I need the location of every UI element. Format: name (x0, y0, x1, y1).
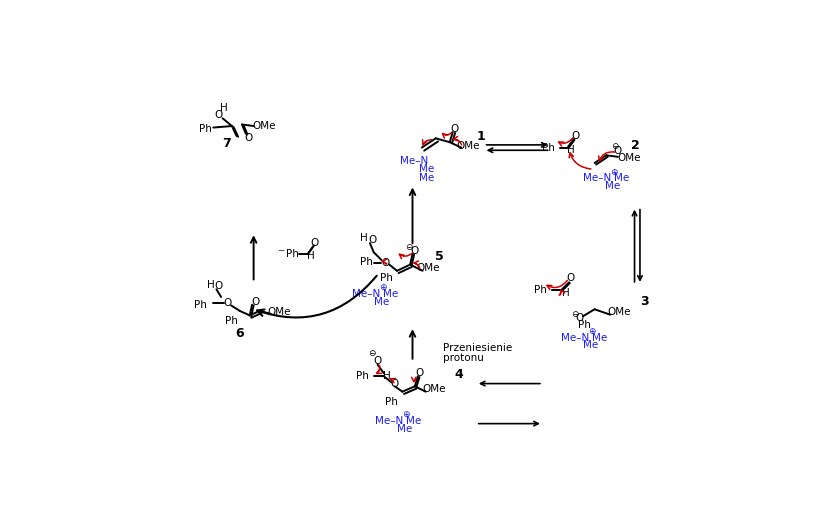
Text: Ph: Ph (194, 300, 207, 310)
Text: O: O (613, 146, 622, 156)
Text: O: O (251, 297, 259, 307)
Text: Ph: Ph (380, 274, 393, 283)
Text: Ph: Ph (385, 397, 397, 407)
Text: O: O (381, 258, 389, 268)
Text: protonu: protonu (443, 353, 484, 363)
Text: ⊖: ⊖ (610, 141, 618, 150)
Text: 2: 2 (631, 139, 640, 152)
Text: Ph: Ph (533, 285, 546, 295)
Text: O: O (390, 379, 398, 389)
Text: Me: Me (382, 289, 398, 299)
Text: 5: 5 (435, 250, 443, 264)
Text: H: H (566, 145, 574, 155)
Text: Me: Me (419, 164, 433, 174)
Text: 4: 4 (454, 368, 463, 381)
Text: Ph: Ph (355, 372, 368, 381)
Text: O: O (373, 356, 382, 366)
Text: Me: Me (406, 416, 421, 426)
Text: Me–N: Me–N (582, 173, 610, 183)
Text: OMe: OMe (416, 264, 439, 274)
Text: ⊕: ⊕ (402, 410, 410, 419)
Text: Me: Me (373, 297, 389, 307)
Text: Me–N: Me–N (374, 416, 403, 426)
Text: Ph: Ph (359, 257, 372, 267)
Text: H: H (382, 372, 391, 381)
Text: Ph: Ph (286, 249, 298, 259)
Text: ⊕: ⊕ (379, 283, 387, 292)
Text: OMe: OMe (267, 308, 291, 318)
Text: OMe: OMe (617, 154, 640, 163)
Text: ⊕: ⊕ (588, 327, 595, 336)
Text: Przeniesienie: Przeniesienie (443, 343, 512, 353)
Text: Ph: Ph (199, 124, 212, 134)
Text: O: O (410, 246, 419, 256)
Text: O: O (244, 133, 252, 143)
Text: O: O (450, 124, 458, 134)
Text: 6: 6 (235, 328, 244, 341)
Text: O: O (215, 281, 223, 291)
Text: Me: Me (613, 173, 629, 183)
Text: O: O (215, 110, 223, 120)
Text: H: H (561, 288, 569, 298)
Text: ⊖: ⊖ (405, 243, 412, 252)
Text: Ph: Ph (577, 320, 590, 330)
Text: Me–N: Me–N (560, 333, 589, 343)
Text: H: H (307, 251, 314, 261)
Text: 3: 3 (640, 295, 649, 308)
Text: OMe: OMe (422, 384, 446, 394)
Text: Ph: Ph (225, 316, 238, 326)
Text: O: O (223, 298, 231, 308)
Text: 1: 1 (476, 130, 485, 143)
Text: O: O (310, 238, 319, 248)
Text: O: O (415, 368, 423, 378)
Text: ⊖: ⊖ (571, 310, 578, 319)
Text: 7: 7 (222, 137, 231, 150)
Text: ⊕: ⊕ (609, 168, 617, 177)
Text: ⁻: ⁻ (277, 247, 284, 261)
Text: Me: Me (591, 333, 607, 343)
Text: O: O (368, 235, 376, 245)
Text: Me: Me (604, 181, 619, 191)
Text: Me: Me (419, 173, 433, 183)
Text: OMe: OMe (606, 307, 630, 316)
Text: H: H (360, 233, 367, 244)
Text: H: H (207, 280, 215, 290)
Text: Ph: Ph (541, 143, 554, 152)
Text: H: H (220, 103, 228, 113)
Text: O: O (570, 131, 579, 141)
Text: OMe: OMe (456, 141, 479, 151)
Text: Me–N: Me–N (400, 157, 428, 167)
Text: ⊖: ⊖ (367, 348, 375, 358)
Text: O: O (566, 274, 574, 283)
Text: Me: Me (396, 423, 412, 434)
Text: O: O (575, 313, 583, 323)
Text: OMe: OMe (251, 121, 275, 131)
Text: Me: Me (582, 341, 598, 351)
Text: Me–N: Me–N (351, 289, 380, 299)
